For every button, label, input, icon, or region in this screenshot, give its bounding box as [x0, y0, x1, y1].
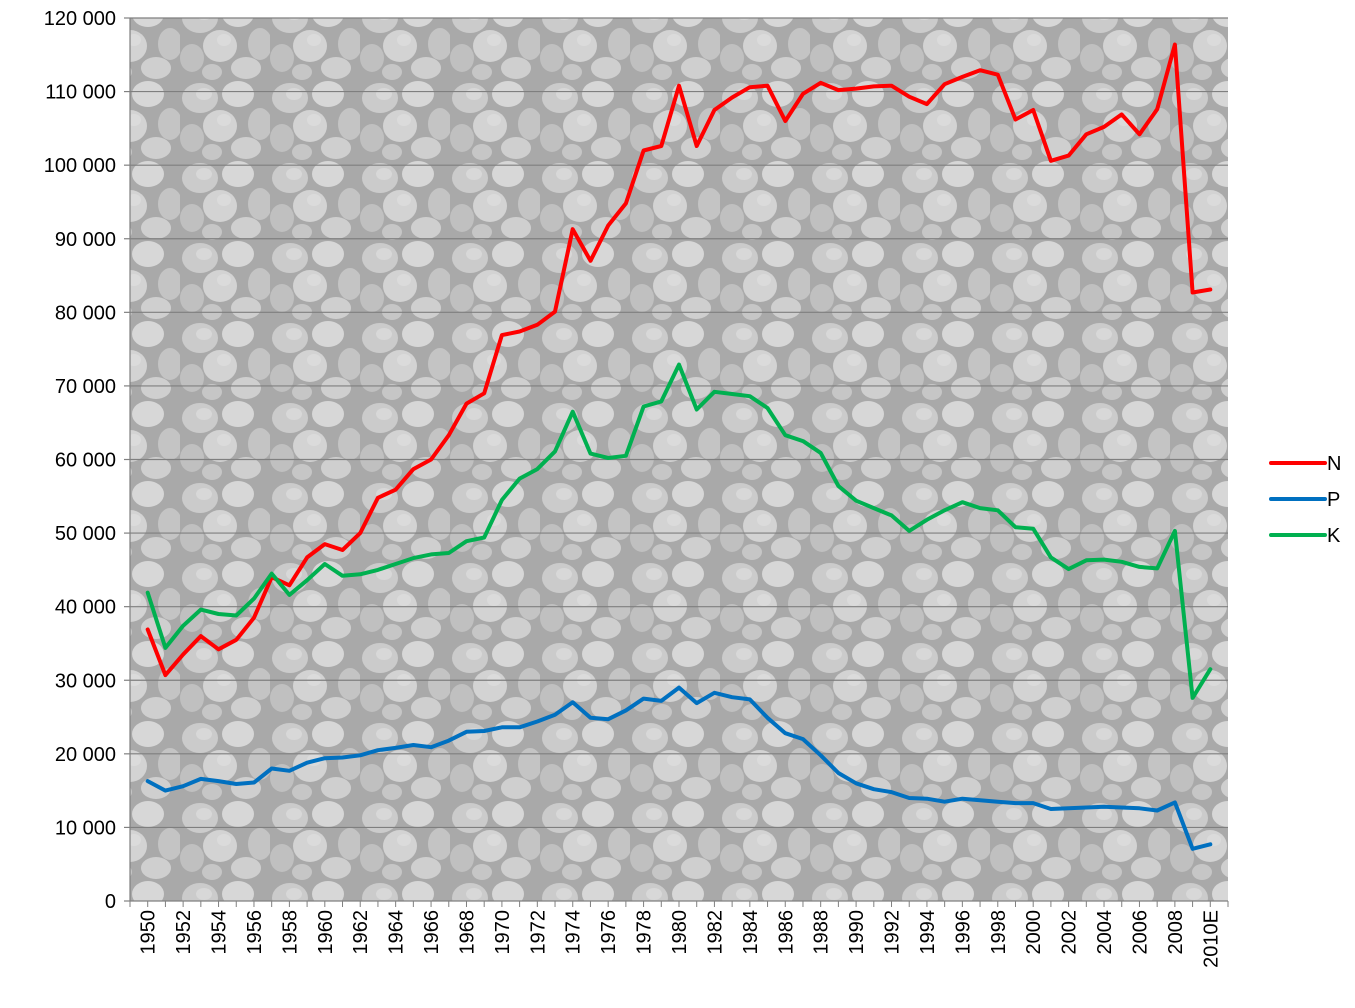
x-tick-label: 1996: [952, 910, 974, 955]
y-tick-label: 10 000: [55, 817, 116, 839]
x-tick-label: 1972: [527, 910, 549, 955]
y-tick-label: 0: [105, 891, 116, 913]
x-tick-label: 2008: [1165, 910, 1187, 955]
x-tick-label: 1990: [846, 910, 868, 955]
series-line-n: [145, 42, 1213, 678]
legend: NPK: [1269, 453, 1341, 547]
series-line-p: [145, 685, 1213, 851]
y-tick-label: 90 000: [55, 229, 116, 251]
x-tick-label: 1982: [704, 910, 726, 955]
series-lines: [145, 42, 1213, 851]
y-tick-label: 40 000: [55, 597, 116, 619]
x-tick-label: 1966: [421, 910, 443, 955]
y-tick-label: 70 000: [55, 376, 116, 398]
y-tick-label: 80 000: [55, 302, 116, 324]
x-tick-label: 1974: [563, 910, 585, 955]
x-tick-label: 1954: [209, 910, 231, 955]
x-tick-label: 1958: [279, 910, 301, 955]
y-tick-label: 60 000: [55, 450, 116, 472]
x-tick-label: 1984: [740, 910, 762, 955]
x-tick-label: 1950: [138, 910, 160, 955]
x-tick-label: 1978: [634, 910, 656, 955]
x-tick-label: 1968: [456, 910, 478, 955]
y-tick-label: 30 000: [55, 670, 116, 692]
y-tick-label: 110 000: [45, 82, 116, 104]
x-tick-label: 1970: [492, 910, 514, 955]
legend-label-k: K: [1327, 525, 1341, 547]
x-tick-label: 2006: [1129, 910, 1151, 955]
y-tick-label: 50 000: [55, 523, 116, 545]
y-axis-tick-labels: 0 10 000 20 000 30 000 40 000 50 000 60 000 70 …: [44, 8, 116, 913]
x-axis-tick-labels: 1950 1952 1954 1956 1958 1960 1962 1964 1966 1968…: [138, 910, 1223, 968]
x-tick-label: 1986: [775, 910, 797, 955]
axes: [124, 17, 1229, 907]
x-tick-label: 1988: [811, 910, 833, 955]
series-line-k: [145, 362, 1213, 700]
x-tick-label: 1994: [917, 910, 939, 955]
x-tick-label: 2002: [1059, 910, 1081, 955]
x-tick-label: 1956: [244, 910, 266, 955]
x-tick-label: 2004: [1094, 910, 1116, 955]
x-tick-label: 1998: [988, 910, 1010, 955]
x-tick-label: 2010E: [1200, 910, 1222, 968]
x-tick-label: 1962: [350, 910, 372, 955]
x-tick-label: 1976: [598, 910, 620, 955]
x-tick-label: 1992: [882, 910, 904, 955]
x-tick-label: 1980: [669, 910, 691, 955]
y-tick-label: 20 000: [55, 744, 116, 766]
legend-label-p: P: [1327, 489, 1340, 511]
x-tick-label: 2000: [1023, 910, 1045, 955]
x-tick-label: 1960: [315, 910, 337, 955]
x-tick-label: 1964: [386, 910, 408, 955]
y-tick-label: 120 000: [44, 8, 116, 30]
legend-label-n: N: [1327, 453, 1341, 475]
y-tick-label: 100 000: [44, 155, 116, 177]
x-tick-label: 1952: [173, 910, 195, 955]
